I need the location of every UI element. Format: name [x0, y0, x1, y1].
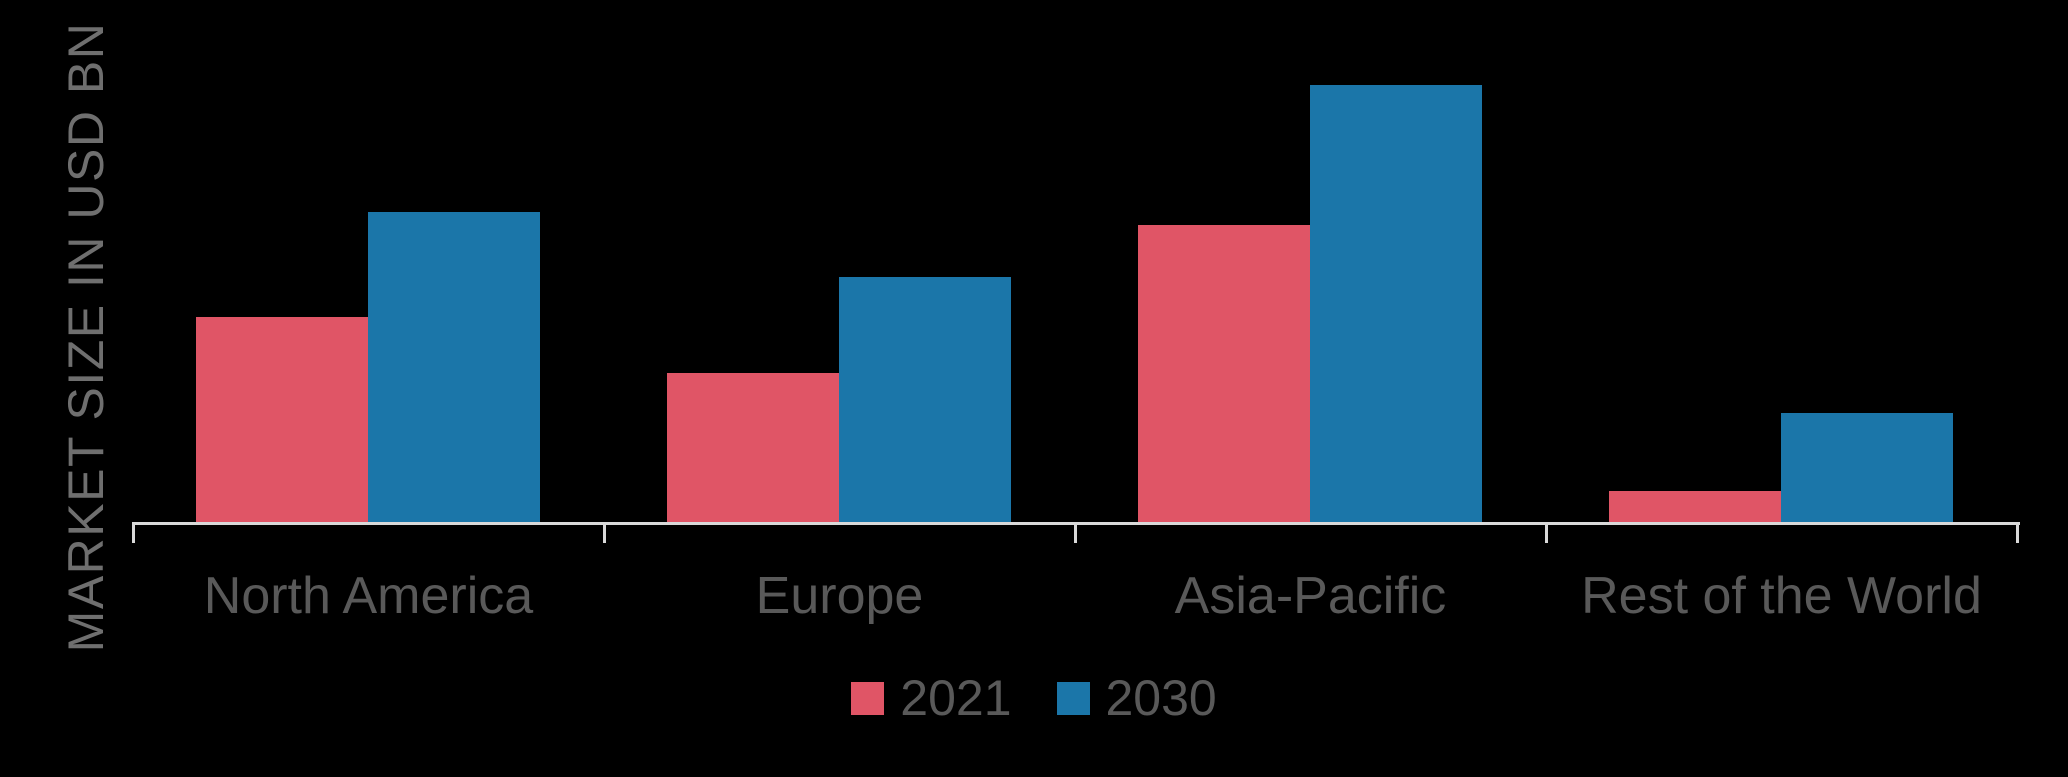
x-axis-tick-3: [1545, 522, 1548, 543]
x-axis-tick-2: [1074, 522, 1077, 543]
y-axis-title: MARKET SIZE IN USD BN: [58, 21, 114, 653]
x-axis-label-europe: Europe: [755, 567, 924, 625]
legend-label-2021: 2021: [900, 670, 1012, 726]
x-axis-label-north-america: North America: [203, 567, 534, 625]
legend-swatch-2021: [851, 681, 885, 715]
x-axis-label-asia-pacific: Asia-Pacific: [1174, 567, 1447, 625]
legend-item-2021: 2021: [851, 670, 1012, 726]
bar-2030-north-america: [368, 212, 540, 522]
bar-2030-rest-of-the-world: [1781, 413, 1953, 522]
bar-2021-asia-pacific: [1138, 225, 1310, 522]
bar-2021-north-america: [196, 317, 368, 522]
legend-swatch-2030: [1056, 681, 1090, 715]
legend-label-2030: 2030: [1105, 670, 1217, 726]
x-axis-label-rest-of-the-world: Rest of the World: [1581, 567, 1982, 625]
legend-item-2030: 2030: [1056, 670, 1217, 726]
bar-2030-europe: [839, 277, 1011, 522]
x-axis-tick-1: [603, 522, 606, 543]
x-axis-tick-0: [132, 522, 135, 543]
bar-2021-rest-of-the-world: [1609, 491, 1781, 522]
legend: 2021 2030: [0, 672, 2068, 724]
x-axis-tick-4: [2016, 522, 2019, 543]
bar-2021-europe: [667, 373, 839, 522]
bar-2030-asia-pacific: [1310, 85, 1482, 522]
